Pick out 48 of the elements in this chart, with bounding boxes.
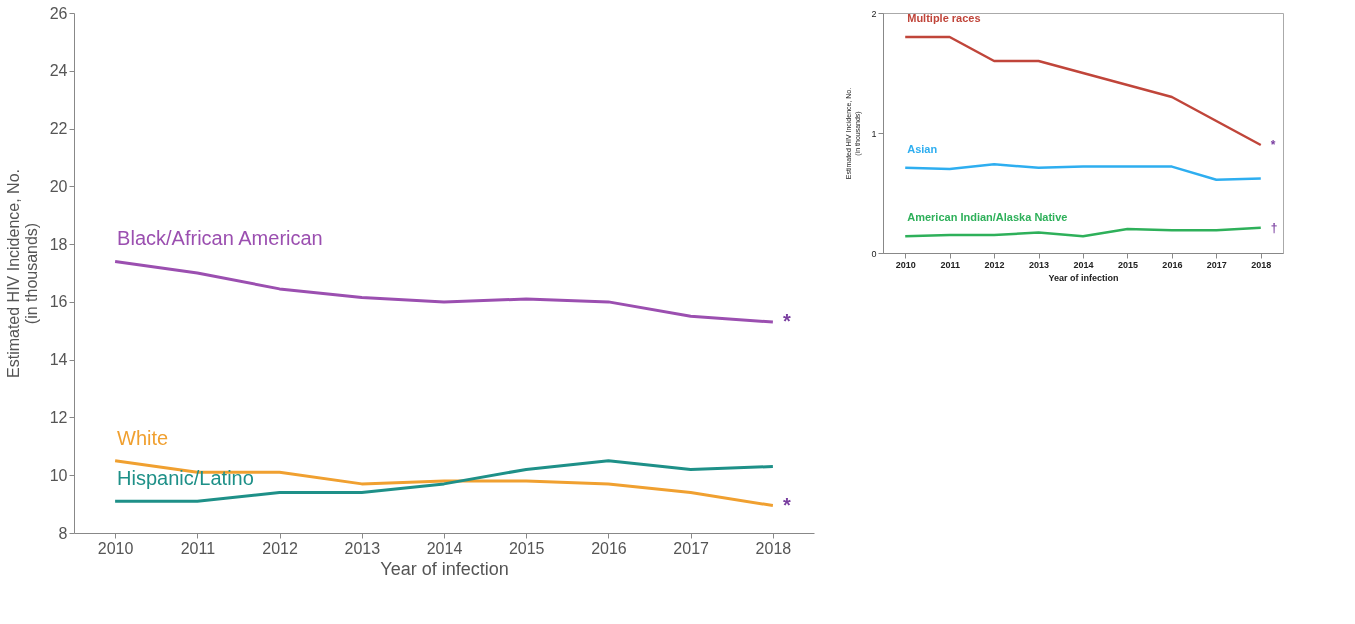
x-tick-label: 2018 [755, 539, 792, 557]
series-label: White [117, 426, 169, 449]
x-tick-label: 2018 [1251, 259, 1272, 270]
y-tick-label: 26 [49, 4, 68, 22]
y-tick-label: 1 [871, 128, 877, 139]
x-tick-label: 2016 [591, 539, 627, 557]
x-tick-label: 2017 [673, 539, 710, 557]
series-label: Black/African American [117, 227, 323, 250]
x-tick-label: 2013 [344, 539, 381, 557]
x-tick-label: 2015 [1117, 259, 1138, 270]
line-series [903, 226, 1263, 238]
series-label: Hispanic/Latino [117, 467, 254, 490]
y-tick-label: 20 [49, 177, 68, 195]
y-tick-label: 24 [49, 62, 68, 80]
y-tick-label: 18 [49, 235, 68, 253]
y-tick-label: 12 [49, 408, 68, 426]
x-tick-label: 2013 [1029, 259, 1050, 270]
series-label: Asian [907, 142, 938, 155]
annotation: * [1270, 138, 1276, 152]
x-tick-label: 2012 [984, 259, 1005, 270]
line-series [903, 35, 1263, 147]
x-tick-label: 2010 [895, 259, 916, 270]
y-tick-label: 8 [58, 524, 68, 542]
annotation: † [1270, 220, 1278, 235]
series-label: Multiple races [907, 12, 981, 24]
y-tick-label: 14 [49, 351, 68, 369]
line-series [113, 259, 775, 324]
x-tick-label: 2011 [940, 259, 960, 270]
annotation: * [782, 493, 791, 516]
series-label: American Indian/Alaska Native [907, 211, 1068, 224]
x-tick-label: 2017 [1206, 259, 1227, 270]
x-tick-label: 2011 [180, 539, 216, 557]
x-tick-label: 2012 [262, 539, 298, 557]
x-tick-label: 2014 [1073, 259, 1094, 270]
y-tick-label: 0 [871, 248, 877, 259]
x-tick-label: 2015 [508, 539, 545, 557]
x-tick-label: 2010 [97, 539, 134, 557]
y-tick-label: 16 [49, 293, 68, 311]
y-tick-label: 10 [49, 466, 68, 484]
x-tick-label: 2014 [426, 539, 463, 557]
y-tick-label: 22 [49, 120, 68, 138]
annotation: * [782, 310, 791, 333]
line-series [903, 162, 1263, 182]
y-axis-title: Estimated HIV Incidence, No. (in thousands) [4, 169, 40, 378]
x-axis-title: Year of infection [1048, 272, 1119, 283]
x-axis-title: Year of infection [380, 558, 509, 579]
y-tick-label: 2 [871, 8, 877, 19]
x-tick-label: 2016 [1162, 259, 1183, 270]
